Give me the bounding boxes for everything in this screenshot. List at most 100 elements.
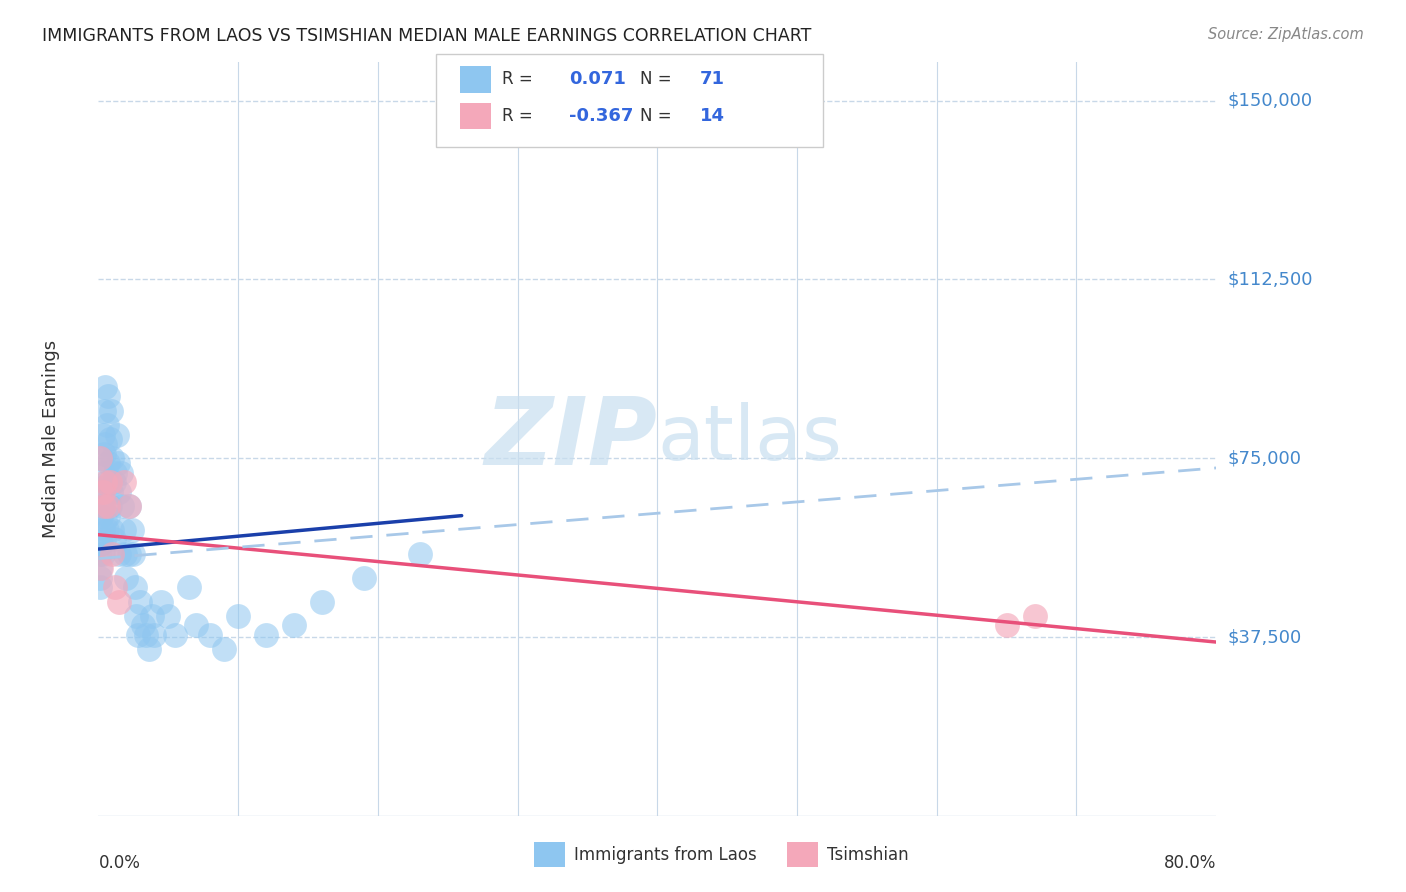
Text: Source: ZipAtlas.com: Source: ZipAtlas.com: [1208, 27, 1364, 42]
Point: [995, 618, 1018, 632]
Point: [90, 451, 112, 466]
Text: N =: N =: [640, 107, 671, 125]
Point: [94, 513, 117, 527]
Point: [186, 618, 208, 632]
Point: [91, 547, 114, 561]
Point: [110, 466, 132, 480]
Text: Tsimshian: Tsimshian: [827, 846, 908, 863]
Text: N =: N =: [640, 70, 671, 88]
Point: [101, 451, 124, 466]
Point: [129, 594, 152, 608]
Point: [90, 561, 112, 575]
Point: [122, 547, 145, 561]
Point: [89, 451, 111, 466]
Point: [93, 480, 115, 494]
Point: [353, 571, 375, 585]
Point: [94, 475, 117, 490]
Point: [97, 456, 120, 470]
Point: [112, 475, 135, 490]
Point: [96, 523, 118, 537]
Point: [254, 628, 277, 642]
Point: [90, 484, 112, 499]
Point: [105, 427, 128, 442]
Point: [108, 547, 131, 561]
Point: [143, 628, 166, 642]
Point: [96, 417, 118, 432]
Point: [104, 580, 127, 594]
Point: [212, 642, 235, 657]
Point: [98, 499, 121, 513]
Point: [165, 628, 187, 642]
Point: [100, 403, 122, 417]
Point: [157, 608, 180, 623]
Point: [121, 523, 143, 537]
Text: Median Male Earnings: Median Male Earnings: [42, 340, 60, 539]
Point: [89, 580, 111, 594]
Point: [93, 499, 115, 513]
Text: Immigrants from Laos: Immigrants from Laos: [574, 846, 756, 863]
Text: R =: R =: [502, 107, 533, 125]
Point: [226, 608, 249, 623]
Point: [118, 547, 141, 561]
Text: 0.0%: 0.0%: [98, 855, 141, 872]
Point: [97, 389, 120, 403]
Point: [89, 537, 111, 551]
Point: [93, 447, 115, 461]
Point: [124, 580, 146, 594]
Point: [104, 466, 127, 480]
Text: 14: 14: [700, 107, 725, 125]
Point: [91, 427, 114, 442]
Point: [107, 456, 129, 470]
Point: [111, 499, 134, 513]
Point: [93, 403, 115, 417]
Point: [101, 547, 124, 561]
Point: [89, 561, 111, 575]
Point: [90, 537, 112, 551]
Text: $112,500: $112,500: [1227, 270, 1313, 288]
Text: 71: 71: [700, 70, 725, 88]
Point: [118, 499, 141, 513]
Point: [108, 484, 131, 499]
Point: [112, 523, 135, 537]
Text: 0.071: 0.071: [569, 70, 626, 88]
Point: [96, 475, 118, 490]
Text: R =: R =: [502, 70, 533, 88]
Point: [1024, 608, 1046, 623]
Point: [118, 499, 141, 513]
Point: [89, 571, 111, 585]
Point: [127, 628, 149, 642]
Text: $75,000: $75,000: [1227, 450, 1302, 467]
Text: ZIP: ZIP: [485, 393, 658, 485]
Point: [90, 508, 112, 523]
Point: [179, 580, 201, 594]
Text: $37,500: $37,500: [1227, 628, 1302, 647]
Text: IMMIGRANTS FROM LAOS VS TSIMSHIAN MEDIAN MALE EARNINGS CORRELATION CHART: IMMIGRANTS FROM LAOS VS TSIMSHIAN MEDIAN…: [42, 27, 811, 45]
Point: [311, 594, 333, 608]
Point: [141, 608, 163, 623]
Point: [283, 618, 305, 632]
Point: [125, 608, 148, 623]
Point: [132, 618, 155, 632]
Point: [97, 499, 120, 513]
Point: [103, 533, 125, 547]
Text: atlas: atlas: [658, 402, 842, 476]
Point: [98, 432, 121, 446]
Point: [89, 547, 111, 561]
Point: [91, 466, 114, 480]
Point: [150, 594, 173, 608]
Text: -0.367: -0.367: [569, 107, 634, 125]
Point: [93, 533, 115, 547]
Point: [101, 523, 124, 537]
Point: [114, 547, 136, 561]
Point: [94, 380, 117, 394]
Point: [91, 499, 114, 513]
Point: [98, 475, 121, 490]
Point: [94, 437, 117, 451]
Point: [115, 571, 138, 585]
Point: [91, 484, 114, 499]
Point: [409, 547, 432, 561]
Text: 80.0%: 80.0%: [1164, 855, 1216, 872]
Point: [91, 523, 114, 537]
Point: [135, 628, 157, 642]
Point: [200, 628, 222, 642]
